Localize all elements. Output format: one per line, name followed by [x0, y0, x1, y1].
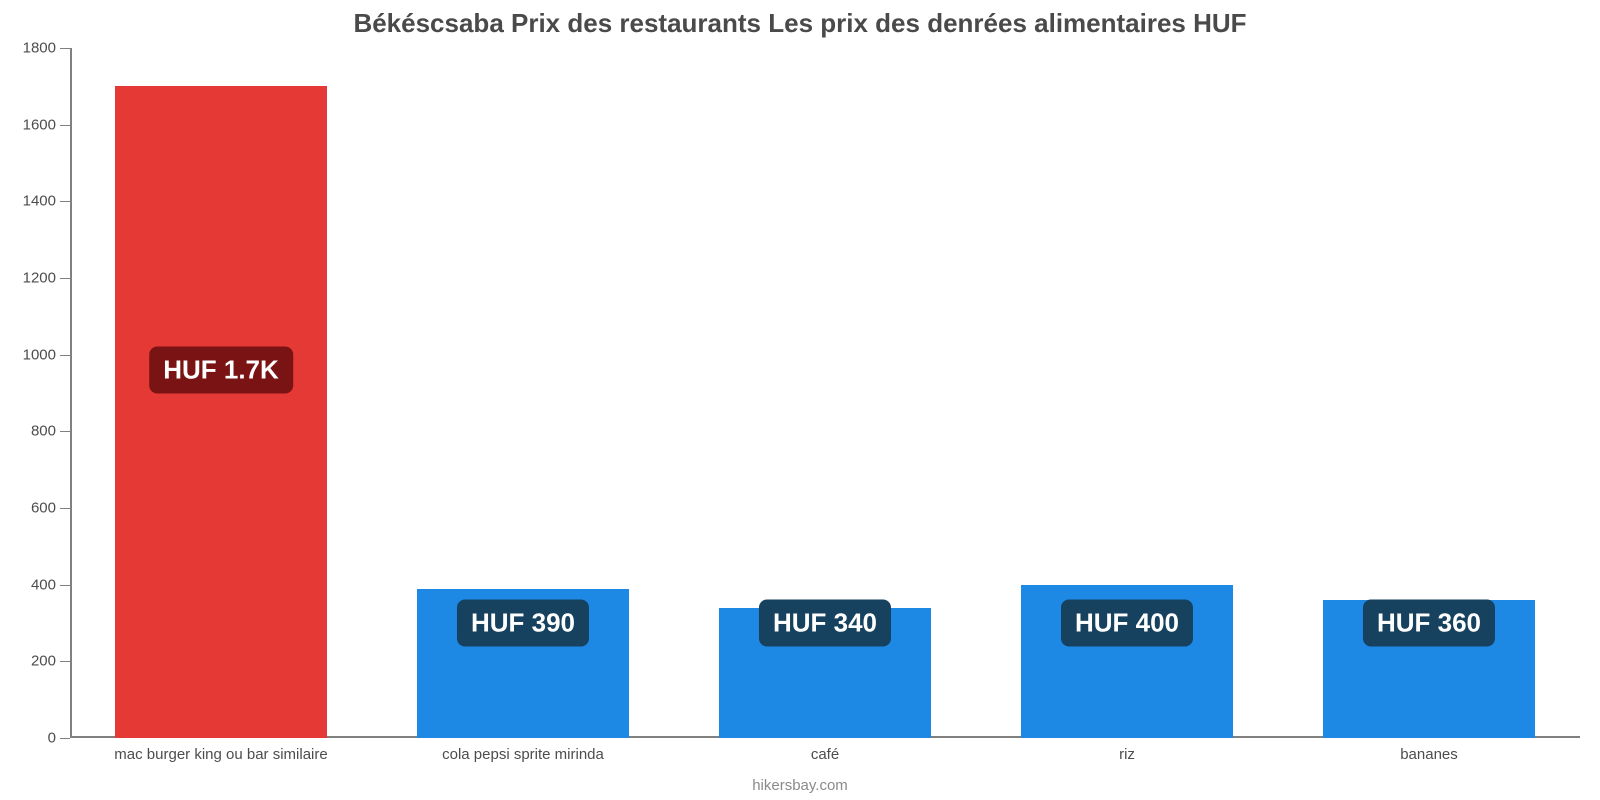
chart-footer: hikersbay.com — [0, 777, 1600, 794]
x-tick-label: café — [811, 746, 839, 763]
x-tick-label: riz — [1119, 746, 1135, 763]
y-tick — [60, 508, 70, 509]
y-tick — [60, 125, 70, 126]
y-tick-label: 1800 — [23, 40, 56, 57]
chart-container: Békéscsaba Prix des restaurants Les prix… — [0, 0, 1600, 800]
value-badge: HUF 360 — [1363, 600, 1495, 647]
y-tick-label: 200 — [31, 653, 56, 670]
chart-title: Békéscsaba Prix des restaurants Les prix… — [0, 8, 1600, 39]
bar — [115, 86, 326, 738]
x-tick-label: cola pepsi sprite mirinda — [442, 746, 604, 763]
y-tick — [60, 431, 70, 432]
y-tick-label: 800 — [31, 423, 56, 440]
y-tick-label: 1400 — [23, 193, 56, 210]
y-tick — [60, 48, 70, 49]
value-badge: HUF 340 — [759, 600, 891, 647]
y-tick — [60, 355, 70, 356]
y-tick — [60, 661, 70, 662]
bars-layer: mac burger king ou bar similaireHUF 1.7K… — [70, 48, 1580, 738]
x-tick-label: bananes — [1400, 746, 1458, 763]
value-badge: HUF 1.7K — [149, 347, 293, 394]
value-badge: HUF 400 — [1061, 600, 1193, 647]
y-tick — [60, 201, 70, 202]
y-tick-label: 600 — [31, 500, 56, 517]
y-tick-label: 1000 — [23, 346, 56, 363]
y-tick — [60, 738, 70, 739]
y-tick-label: 1600 — [23, 116, 56, 133]
y-tick — [60, 278, 70, 279]
y-tick — [60, 585, 70, 586]
plot-area: mac burger king ou bar similaireHUF 1.7K… — [70, 48, 1580, 738]
x-tick-label: mac burger king ou bar similaire — [114, 746, 327, 763]
y-tick-label: 400 — [31, 576, 56, 593]
value-badge: HUF 390 — [457, 600, 589, 647]
y-tick-label: 1200 — [23, 270, 56, 287]
y-tick-label: 0 — [48, 730, 56, 747]
